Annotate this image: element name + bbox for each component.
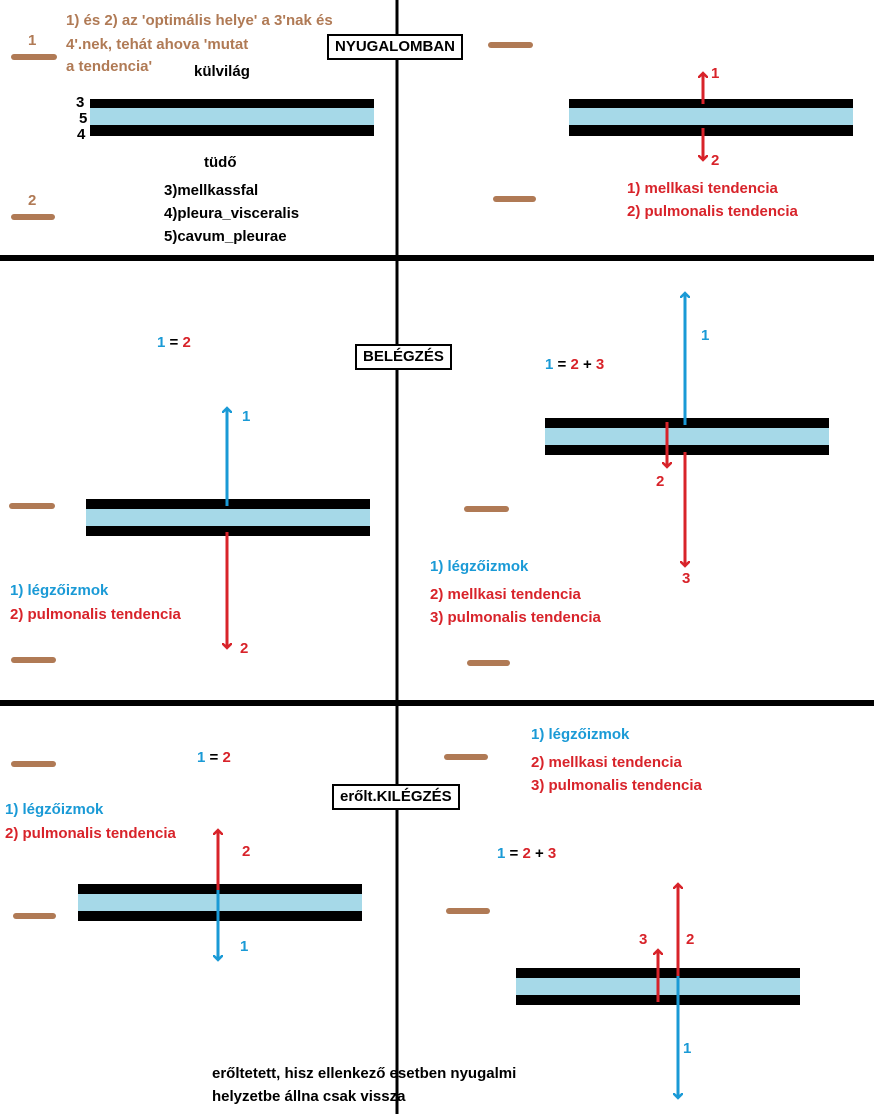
rest-legend-4: 4)pleura_visceralis [164, 205, 300, 222]
insp-left-legend-2: 2) pulmonalis tendencia [10, 606, 181, 623]
section-title-forced-expiration: erőlt.KILÉGZÉS [332, 784, 460, 810]
insp-right-arrow-1-label: 1 [701, 327, 710, 344]
rest-note-line3: a tendencia' [66, 58, 153, 75]
exp-right-legend-3: 3) pulmonalis tendencia [531, 777, 702, 794]
insp-right-eq-3: 3 [595, 356, 605, 373]
exp-left-legend-2: 2) pulmonalis tendencia [5, 825, 176, 842]
membrane-expiration-left [78, 884, 362, 921]
rest-layer-4-label: 4 [77, 126, 86, 143]
exp-right-eq-op1: = [509, 845, 519, 862]
insp-right-equation: 1 = 2 + 3 [545, 356, 604, 374]
section-title-inspiration: BELÉGZÉS [355, 344, 452, 370]
rest-legend-5: 5)cavum_pleurae [164, 228, 287, 245]
insp-left-equation: 1 = 2 [157, 334, 191, 352]
rest-arrow-1-label: 1 [711, 65, 720, 82]
insp-right-arrow-3-label: 3 [682, 570, 691, 587]
exp-right-eq-3: 3 [547, 845, 557, 862]
insp-left-eq-op: = [169, 334, 179, 351]
exp-right-legend-1: 1) légzőizmok [531, 726, 630, 743]
exp-right-eq-op2: + [534, 845, 544, 862]
exp-left-equation: 1 = 2 [197, 749, 231, 767]
exp-left-arrow-1-label: 1 [240, 938, 249, 955]
exp-left-legend-1: 1) légzőizmok [5, 801, 104, 818]
rest-marker-2-label: 2 [28, 192, 37, 209]
rest-outside-label: külvilág [194, 63, 250, 80]
exp-right-arrow-1-label: 1 [683, 1040, 692, 1057]
exp-right-arrow-2-label: 2 [686, 931, 695, 948]
rest-note-line1: 1) és 2) az 'optimális helye' a 3'nak és [66, 12, 333, 29]
rest-legend-2: 2) pulmonalis tendencia [627, 203, 798, 220]
insp-right-legend-3: 3) pulmonalis tendencia [430, 609, 601, 626]
exp-left-eq-op: = [209, 749, 219, 766]
exp-left-eq-2: 2 [222, 749, 231, 766]
insp-left-legend-1: 1) légzőizmok [10, 582, 109, 599]
exp-right-equation: 1 = 2 + 3 [497, 845, 556, 863]
footnote-line1: erőltetett, hisz ellenkező esetben nyuga… [212, 1065, 517, 1082]
rest-arrow-2-label: 2 [711, 152, 720, 169]
insp-right-legend-1: 1) légzőizmok [430, 558, 529, 575]
exp-left-arrow-2-label: 2 [242, 843, 251, 860]
exp-right-legend-2: 2) mellkasi tendencia [531, 754, 682, 771]
rest-note-line2: 4'.nek, tehát ahova 'mutat [66, 36, 249, 53]
insp-right-eq-2: 2 [570, 356, 579, 373]
exp-right-arrow-3-label: 3 [639, 931, 648, 948]
optimal-position-markers [9, 42, 536, 919]
insp-right-eq-1: 1 [545, 356, 554, 373]
membrane-rest-right [569, 99, 853, 136]
exp-right-eq-1: 1 [497, 845, 506, 862]
insp-left-arrow-2-label: 2 [240, 640, 249, 657]
insp-right-eq-op2: + [582, 356, 592, 373]
rest-layer-3-label: 3 [76, 94, 85, 111]
insp-right-arrow-2-label: 2 [656, 473, 665, 490]
footnote-line2: helyzetbe állna csak vissza [212, 1088, 406, 1105]
rest-layer-5-label: 5 [79, 110, 88, 127]
insp-left-eq-2: 2 [182, 334, 191, 351]
rest-legend-3: 3)mellkassfal [164, 182, 259, 199]
insp-left-arrow-1-label: 1 [242, 408, 251, 425]
rest-legend-1: 1) mellkasi tendencia [627, 180, 778, 197]
insp-left-eq-1: 1 [157, 334, 166, 351]
membrane-inspiration-right [545, 418, 829, 455]
exp-left-eq-1: 1 [197, 749, 206, 766]
rest-marker-1-label: 1 [28, 32, 37, 49]
membrane-rest-left [90, 99, 374, 136]
rest-lung-label: tüdő [204, 154, 237, 171]
insp-right-eq-op1: = [557, 356, 567, 373]
exp-right-eq-2: 2 [522, 845, 531, 862]
insp-right-legend-2: 2) mellkasi tendencia [430, 586, 581, 603]
section-title-rest: NYUGALOMBAN [327, 34, 463, 60]
